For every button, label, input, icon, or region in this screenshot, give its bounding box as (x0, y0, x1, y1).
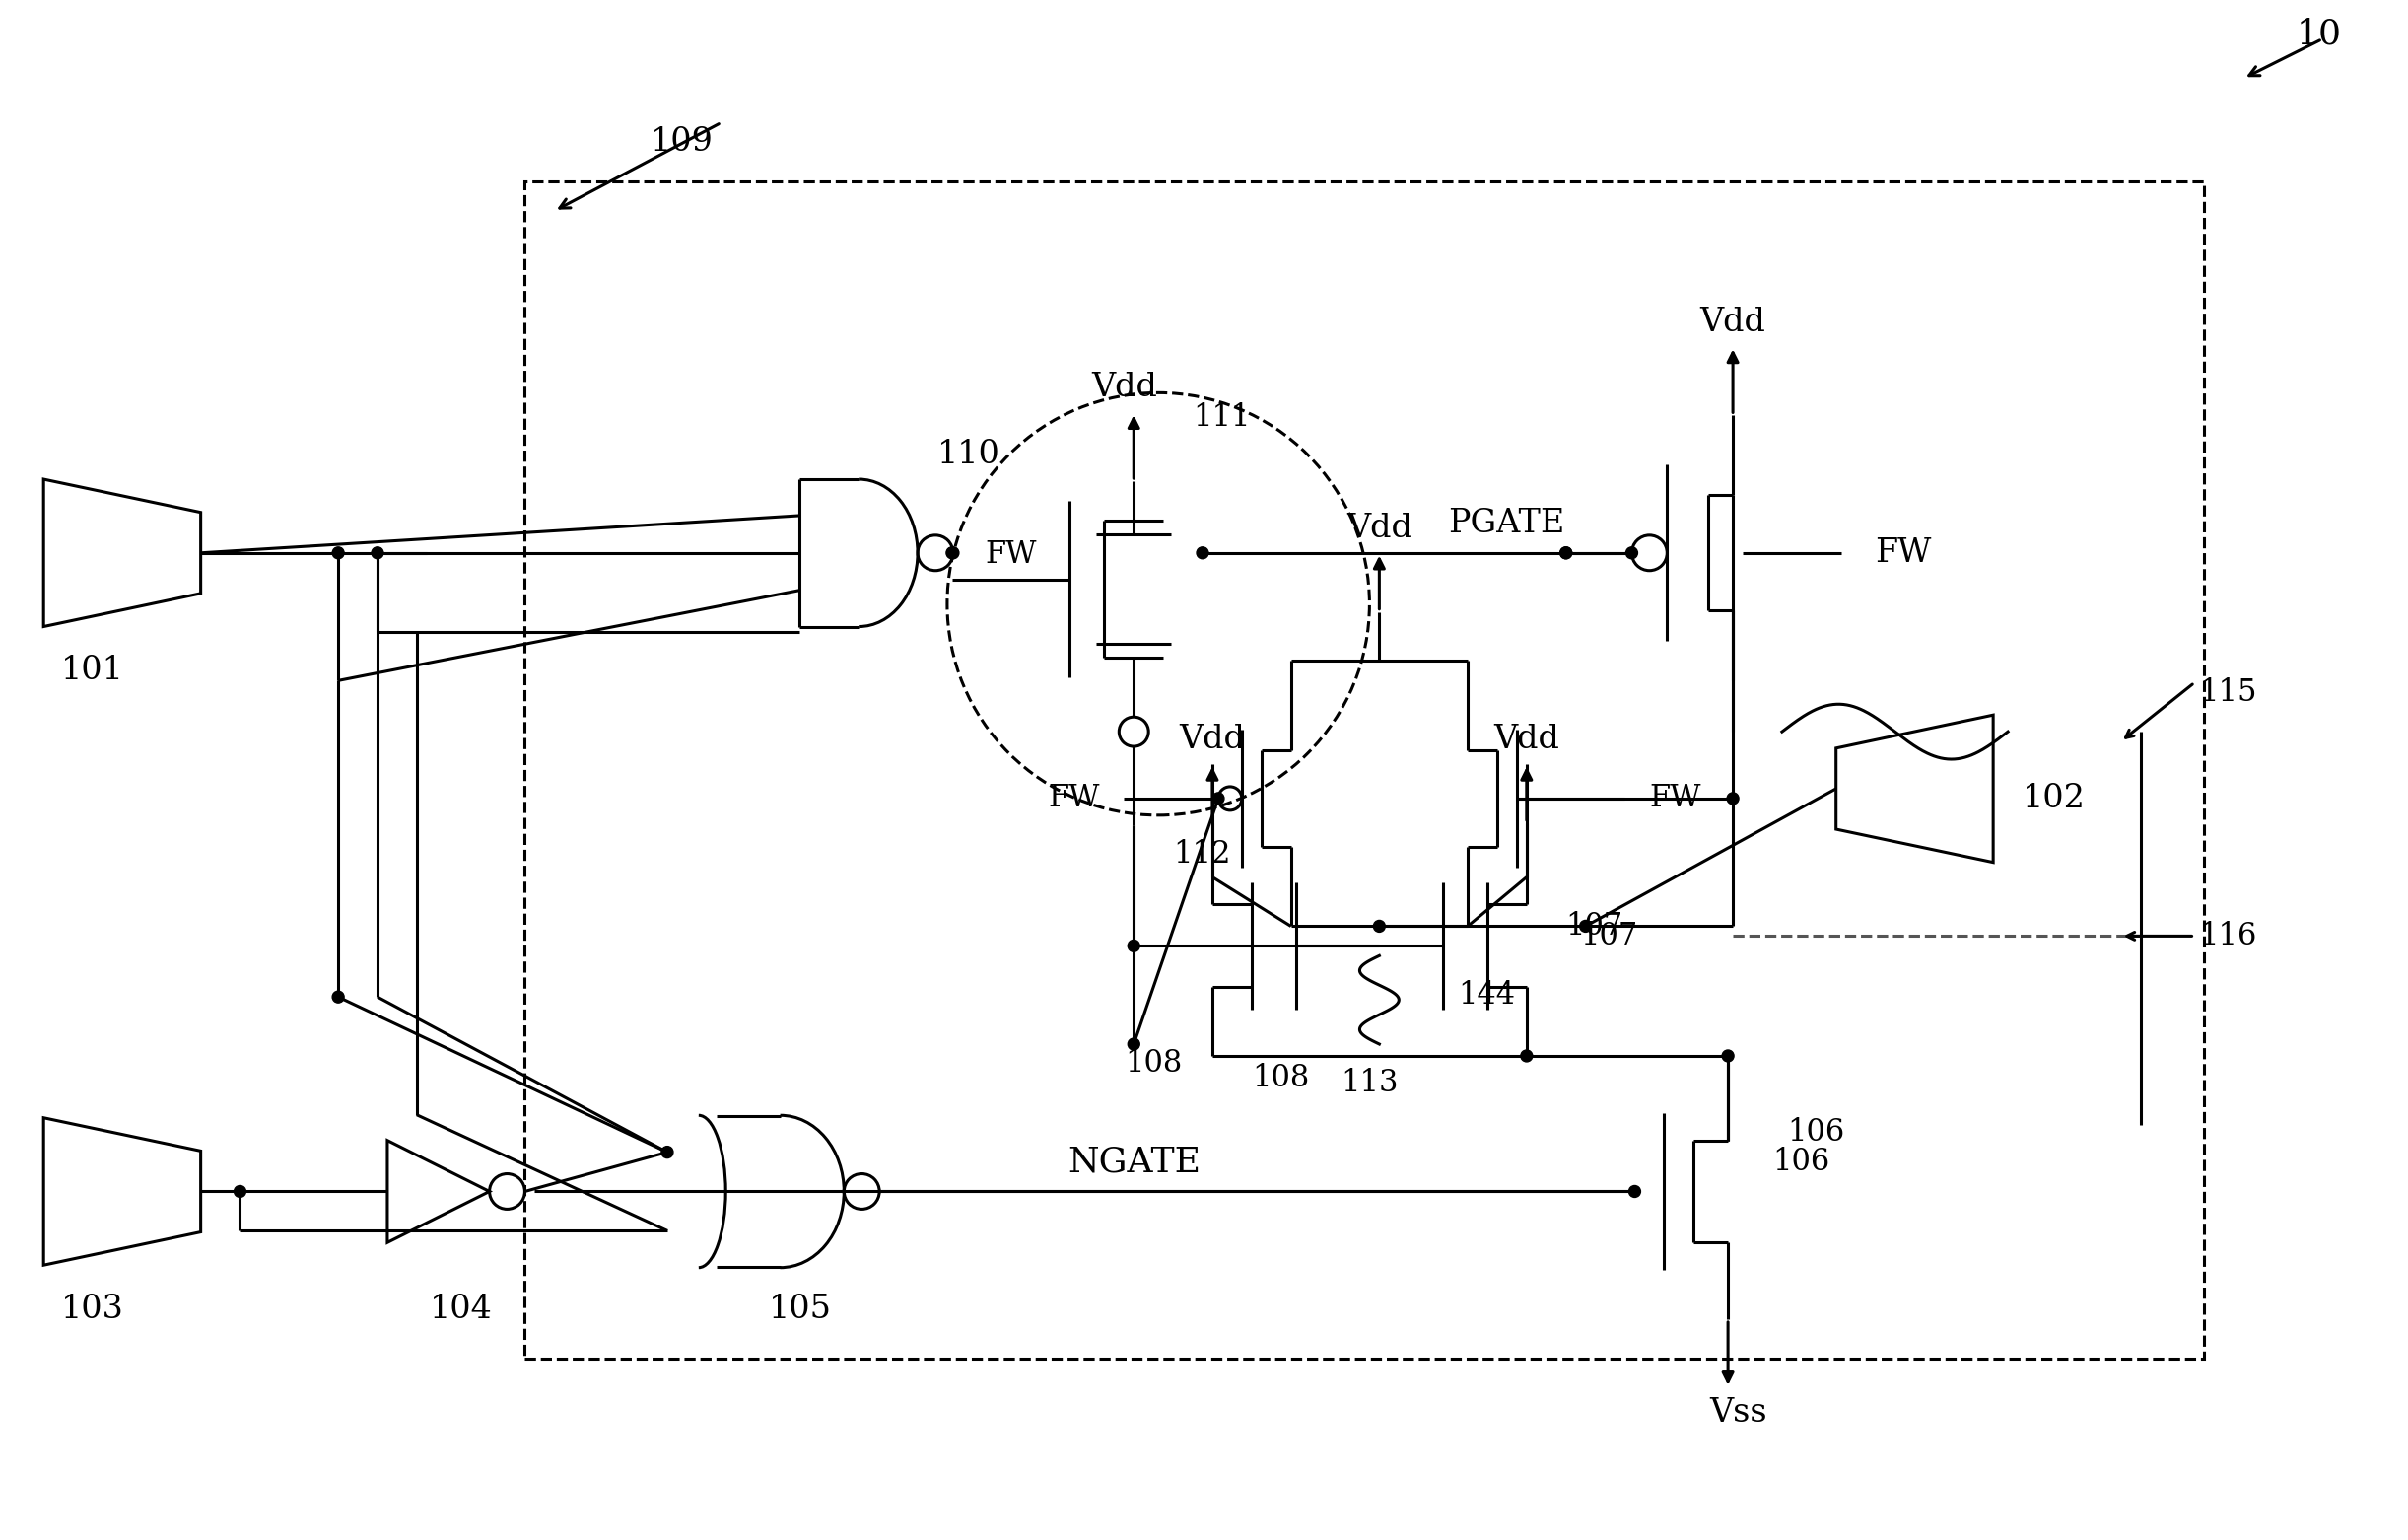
Text: 105: 105 (768, 1294, 831, 1324)
Text: 115: 115 (2199, 678, 2256, 708)
Text: FW: FW (1876, 537, 1931, 568)
Text: 107: 107 (1580, 921, 1637, 952)
Text: Vdd: Vdd (1091, 373, 1156, 403)
Circle shape (662, 1146, 674, 1158)
Text: Vdd: Vdd (1346, 513, 1411, 544)
Text: 108: 108 (1125, 1049, 1182, 1080)
Circle shape (1211, 793, 1223, 804)
Text: 144: 144 (1457, 979, 1515, 1010)
Circle shape (1628, 1186, 1640, 1197)
Circle shape (1580, 921, 1592, 932)
Text: 109: 109 (650, 126, 713, 159)
Circle shape (1197, 547, 1209, 559)
Circle shape (946, 547, 958, 559)
Text: 106: 106 (1787, 1116, 1845, 1147)
Text: Vss: Vss (1710, 1397, 1767, 1428)
Text: 116: 116 (2199, 921, 2256, 952)
Circle shape (1127, 939, 1139, 952)
Circle shape (371, 547, 383, 559)
Text: Vdd: Vdd (1180, 724, 1245, 755)
Text: 112: 112 (1173, 839, 1230, 870)
Circle shape (332, 547, 344, 559)
Text: 110: 110 (937, 439, 999, 470)
Text: 106: 106 (1772, 1147, 1830, 1177)
Circle shape (1127, 1038, 1139, 1050)
Circle shape (332, 992, 344, 1003)
Text: FW: FW (1649, 784, 1700, 813)
Circle shape (1722, 1050, 1734, 1061)
Text: 111: 111 (1194, 402, 1252, 433)
Text: 108: 108 (1252, 1063, 1310, 1093)
Text: 10: 10 (2297, 17, 2343, 51)
Text: PGATE: PGATE (1447, 508, 1565, 539)
Text: 102: 102 (2023, 782, 2085, 815)
Circle shape (1625, 547, 1637, 559)
Text: 101: 101 (60, 654, 125, 687)
Circle shape (946, 547, 958, 559)
Circle shape (234, 1186, 246, 1197)
Circle shape (1727, 793, 1739, 804)
Circle shape (1373, 921, 1385, 932)
Text: Vdd: Vdd (1700, 306, 1765, 337)
Text: FW: FW (1047, 784, 1100, 813)
Circle shape (1560, 547, 1572, 559)
Circle shape (1522, 1050, 1531, 1061)
Text: FW: FW (985, 539, 1038, 570)
Text: 113: 113 (1341, 1069, 1399, 1098)
Text: 104: 104 (429, 1294, 491, 1324)
Text: 107: 107 (1565, 912, 1623, 941)
Text: Vdd: Vdd (1493, 724, 1560, 755)
Text: NGATE: NGATE (1067, 1146, 1199, 1178)
Circle shape (1560, 547, 1572, 559)
Text: 103: 103 (60, 1294, 125, 1324)
